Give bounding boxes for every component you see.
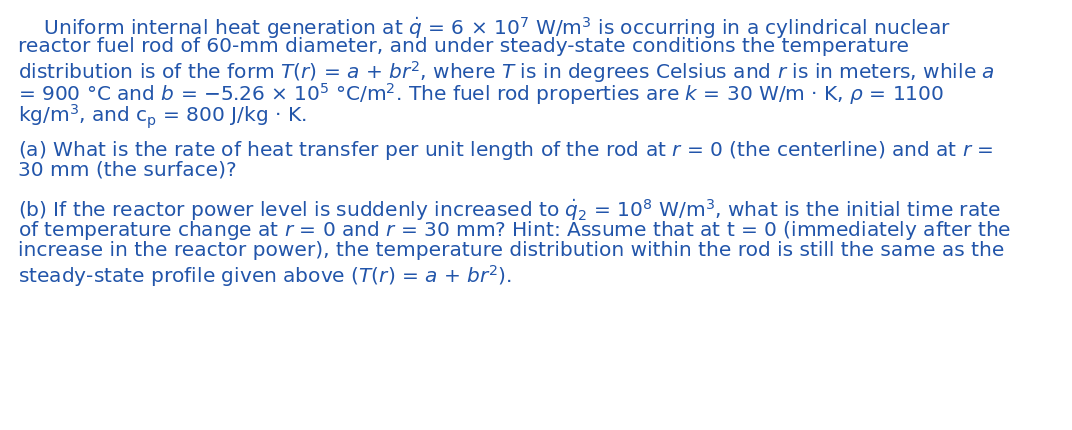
Text: kg/m$^3$, and c$_\mathrm{p}$ = 800 J/kg · K.: kg/m$^3$, and c$_\mathrm{p}$ = 800 J/kg … <box>18 103 307 132</box>
Text: 30 mm (the surface)?: 30 mm (the surface)? <box>18 161 237 180</box>
Text: steady-state profile given above ($T(r)$ = $a$ + $br^2$).: steady-state profile given above ($T(r)$… <box>18 263 512 289</box>
Text: reactor fuel rod of 60-mm diameter, and under steady-state conditions the temper: reactor fuel rod of 60-mm diameter, and … <box>18 37 909 56</box>
Text: increase in the reactor power), the temperature distribution within the rod is s: increase in the reactor power), the temp… <box>18 241 1004 260</box>
Text: distribution is of the form $T(r)$ = $a$ + $br^2$, where $T$ is in degrees Celsi: distribution is of the form $T(r)$ = $a$… <box>18 59 995 85</box>
Text: of temperature change at $r$ = 0 and $r$ = 30 mm? Hint: Assume that at t = 0 (im: of temperature change at $r$ = 0 and $r$… <box>18 219 1011 242</box>
Text: (a) What is the rate of heat transfer per unit length of the rod at $r$ = 0 (the: (a) What is the rate of heat transfer pe… <box>18 139 994 162</box>
Text: (b) If the reactor power level is suddenly increased to $\dot{q}_2$ = 10$^8$ W/m: (b) If the reactor power level is sudden… <box>18 197 1000 223</box>
Text: Uniform internal heat generation at $\dot{q}$ = 6 × 10$^7$ W/m$^3$ is occurring : Uniform internal heat generation at $\do… <box>18 15 951 41</box>
Text: = 900 °C and $b$ = −5.26 × 10$^5$ °C/m$^2$. The fuel rod properties are $k$ = 30: = 900 °C and $b$ = −5.26 × 10$^5$ °C/m$^… <box>18 81 944 107</box>
